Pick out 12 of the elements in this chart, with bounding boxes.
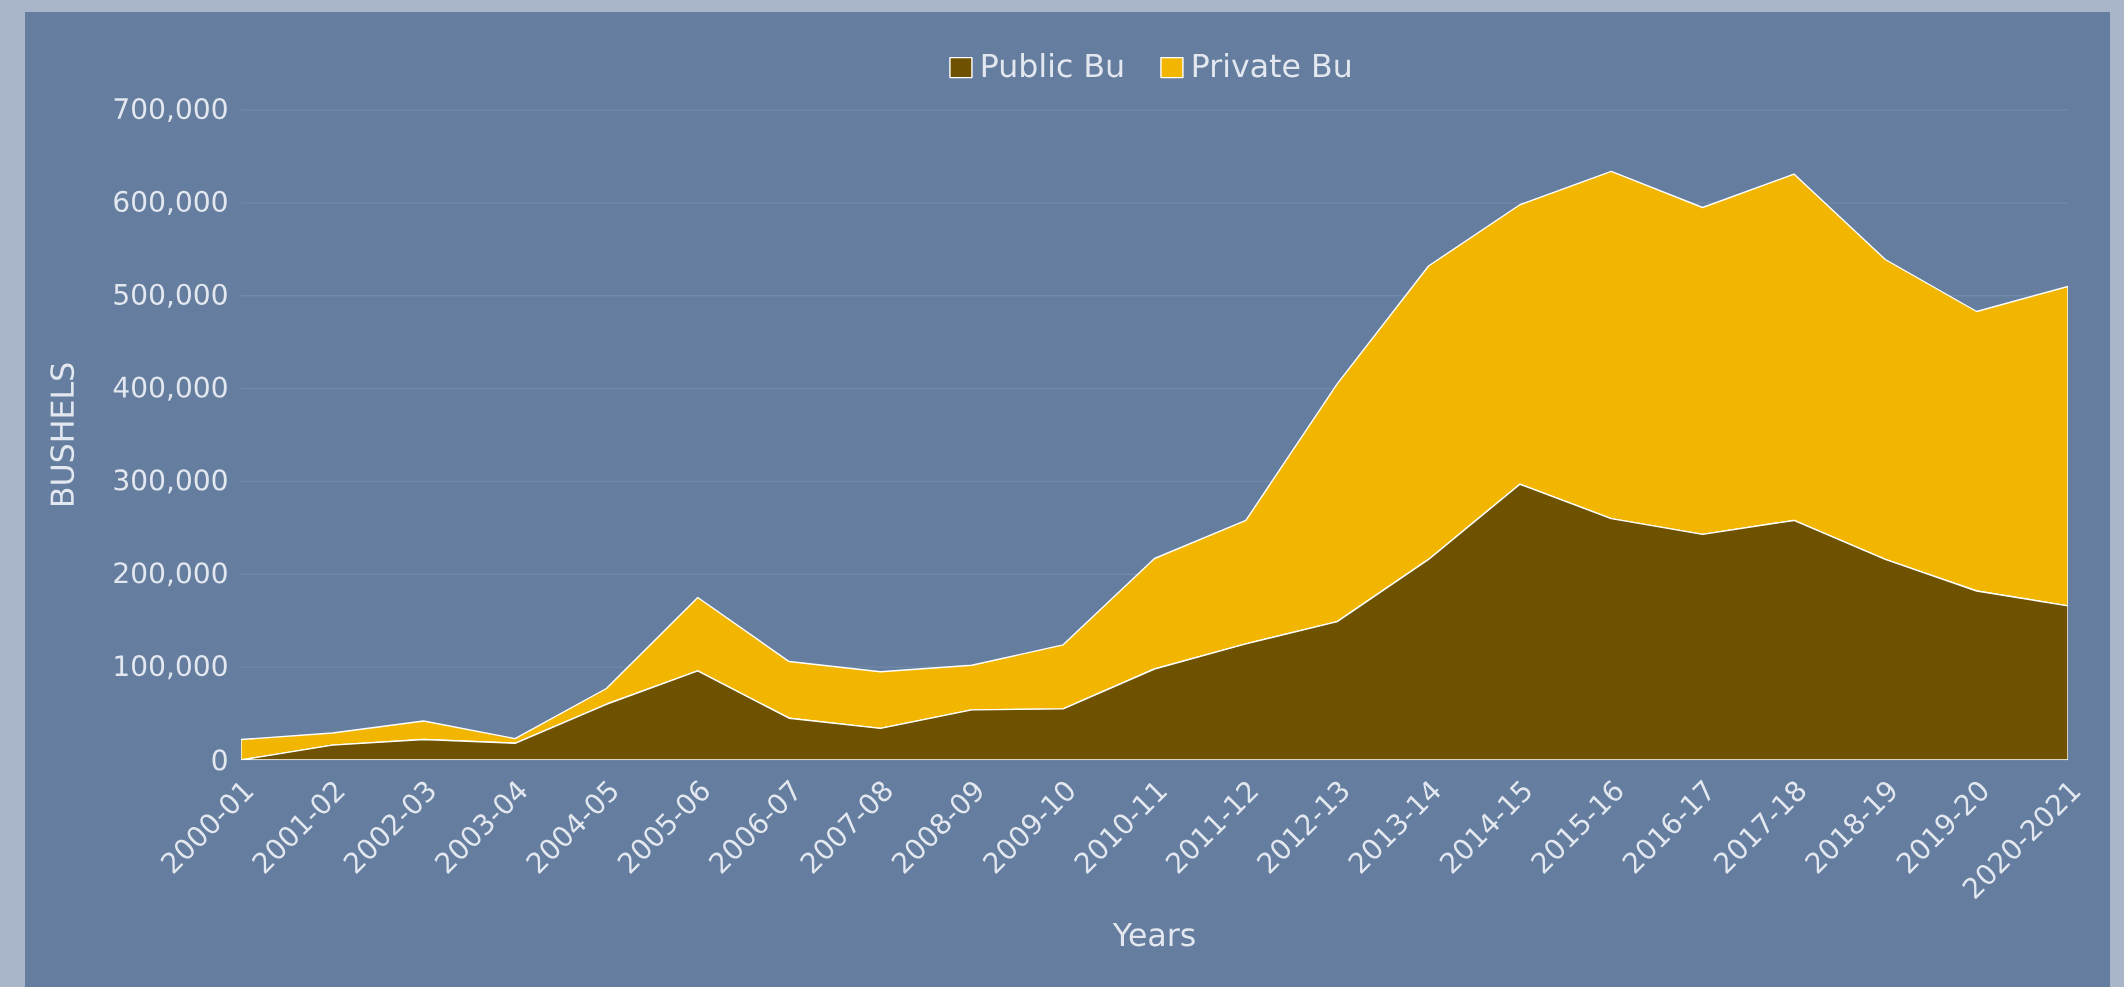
y-tick-label: 400,000 [113,376,227,401]
y-tick-label: 300,000 [114,469,227,494]
y-tick-label: 200,000 [114,562,227,587]
y-axis-title: BUSHELS [50,363,75,506]
legend-label: Private Bu [1193,52,1350,78]
y-tick-label: 500,000 [114,283,227,308]
y-tick-label: 700,000 [114,97,227,123]
y-tick-label: 100,000 [115,655,227,680]
legend-label: Public Bu [982,52,1123,78]
x-axis-title: Years [1112,922,1195,947]
y-tick-label: 600,000 [114,190,227,215]
y-tick-label: 0 [212,749,227,771]
